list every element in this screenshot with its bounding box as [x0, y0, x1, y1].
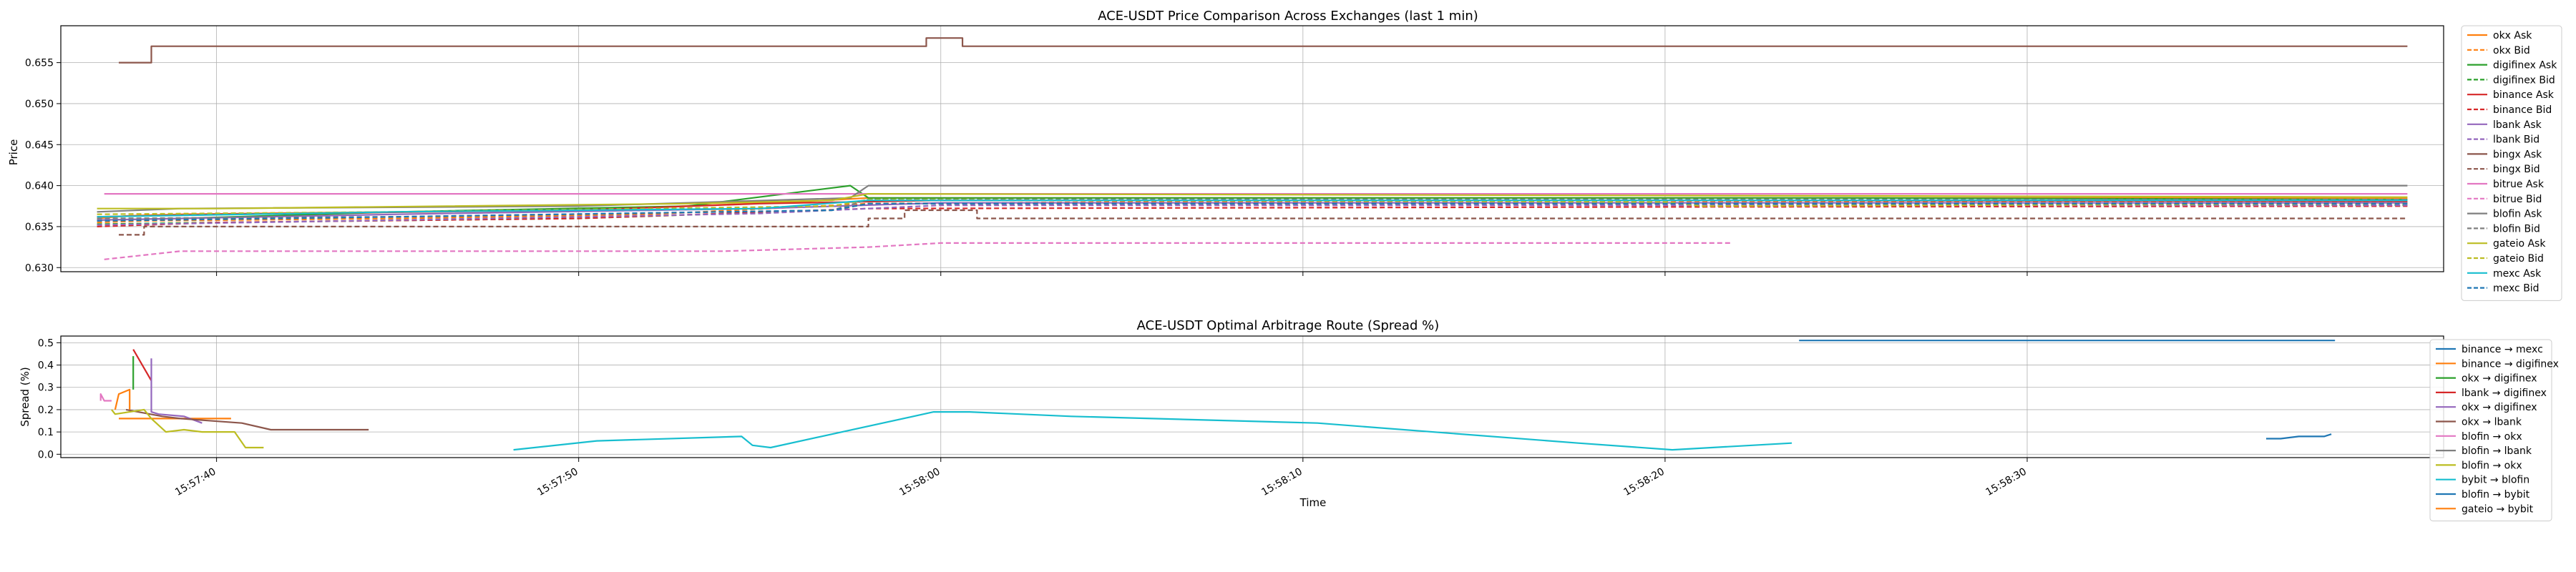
spread-series-lines — [99, 340, 2336, 451]
legend-label: lbank Ask — [2493, 119, 2542, 131]
price-y-ticks: 0.630 0.635 0.640 0.645 0.650 0.655 — [25, 58, 61, 274]
series-line-bingx-ask — [119, 37, 2408, 64]
y-tick-label: 0.0 — [38, 449, 54, 460]
spread-grid — [61, 336, 2444, 458]
y-tick-label: 0.640 — [25, 181, 54, 192]
series-line-mexc-bid — [97, 202, 2408, 222]
spread-chart-title: ACE-USDT Optimal Arbitrage Route (Spread… — [1137, 318, 1440, 333]
spread-y-ticks: 0.0 0.1 0.2 0.3 0.4 0.5 — [38, 337, 61, 460]
y-tick-label: 0.635 — [25, 222, 54, 233]
series-line-lbank-bid — [97, 204, 2408, 226]
legend-box — [2429, 339, 2552, 522]
legend-label: okx Ask — [2493, 30, 2532, 41]
legend-label: binance Ask — [2493, 89, 2555, 101]
legend-label: bingx Ask — [2493, 149, 2542, 160]
legend-label: gateio Bid — [2493, 253, 2544, 265]
legend-label: mexc Bid — [2493, 283, 2540, 295]
legend-label: binance → digifinex — [2462, 358, 2559, 370]
series-line-gateio-bybit — [114, 388, 131, 410]
spread-panel: ACE-USDT Optimal Arbitrage Route (Spread… — [19, 318, 2559, 522]
y-tick-label: 0.5 — [38, 337, 54, 349]
legend-label: gateio Ask — [2493, 238, 2546, 250]
legend-label: okx → digifinex — [2462, 402, 2537, 413]
legend-label: gateio → bybit — [2462, 503, 2534, 515]
series-line-blofin-okx — [111, 408, 264, 449]
legend-label: blofin → okx — [2462, 431, 2522, 443]
legend-label: digifinex Bid — [2493, 74, 2555, 86]
legend-label: bitrue Ask — [2493, 179, 2545, 190]
series-line-bybit-blofin — [513, 411, 1792, 451]
series-line-lbank-digifinex — [132, 349, 152, 381]
spread-x-axis-label: Time — [1299, 496, 1327, 509]
legend-label: blofin Bid — [2493, 223, 2540, 235]
series-line-bitrue-bid — [104, 242, 1730, 260]
price-y-axis-label: Price — [7, 139, 20, 166]
series-line-okx-lbank — [125, 408, 369, 431]
price-plot-frame — [60, 25, 2444, 272]
spread-legend: binance → mexc binance → digifinex okx → d… — [2429, 339, 2559, 522]
legend-label: bybit → blofin — [2462, 475, 2529, 486]
legend-label: binance Bid — [2493, 104, 2552, 116]
legend-label: blofin → bybit — [2462, 489, 2530, 500]
y-tick-label: 0.4 — [38, 360, 54, 372]
y-tick-label: 0.630 — [25, 262, 54, 274]
price-legend: okx Ask okx Bid digifinex Ask digifinex Bid… — [2461, 25, 2562, 301]
y-tick-label: 0.2 — [38, 405, 54, 416]
y-tick-label: 0.645 — [25, 139, 54, 151]
legend-label: binance → mexc — [2462, 344, 2543, 355]
series-line-bingx-bid — [119, 209, 2408, 236]
legend-label: blofin → okx — [2462, 460, 2522, 471]
legend-label: bitrue Bid — [2493, 194, 2542, 205]
y-tick-label: 0.650 — [25, 99, 54, 110]
legend-label: okx → lbank — [2462, 417, 2522, 428]
spread-y-axis-label: Spread (%) — [19, 367, 31, 427]
price-panel: ACE-USDT Price Comparison Across Exchang… — [7, 9, 2562, 301]
legend-label: blofin Ask — [2493, 209, 2542, 220]
legend-label: lbank Bid — [2493, 134, 2540, 146]
series-line-digifinex-ask — [97, 184, 2408, 221]
legend-label: bingx Bid — [2493, 164, 2540, 175]
y-tick-label: 0.655 — [25, 58, 54, 69]
series-line-gateio-ask — [97, 193, 2408, 209]
price-series-lines — [97, 37, 2408, 260]
legend-label: okx → digifinex — [2462, 373, 2537, 385]
legend-label: blofin → lbank — [2462, 445, 2532, 457]
legend-label: mexc Ask — [2493, 268, 2542, 280]
legend-label: digifinex Ask — [2493, 60, 2557, 72]
series-line-blofin-okx — [99, 393, 112, 402]
y-tick-label: 0.1 — [38, 427, 54, 438]
legend-label: lbank → digifinex — [2462, 388, 2547, 399]
series-line-blofin-bybit — [2266, 433, 2332, 440]
legend-label: okx Bid — [2493, 45, 2530, 56]
y-tick-label: 0.3 — [38, 383, 54, 394]
price-chart-title: ACE-USDT Price Comparison Across Exchang… — [1098, 9, 1478, 24]
series-line-mexc-ask — [97, 199, 2408, 218]
price-x-ticks — [216, 272, 2028, 276]
